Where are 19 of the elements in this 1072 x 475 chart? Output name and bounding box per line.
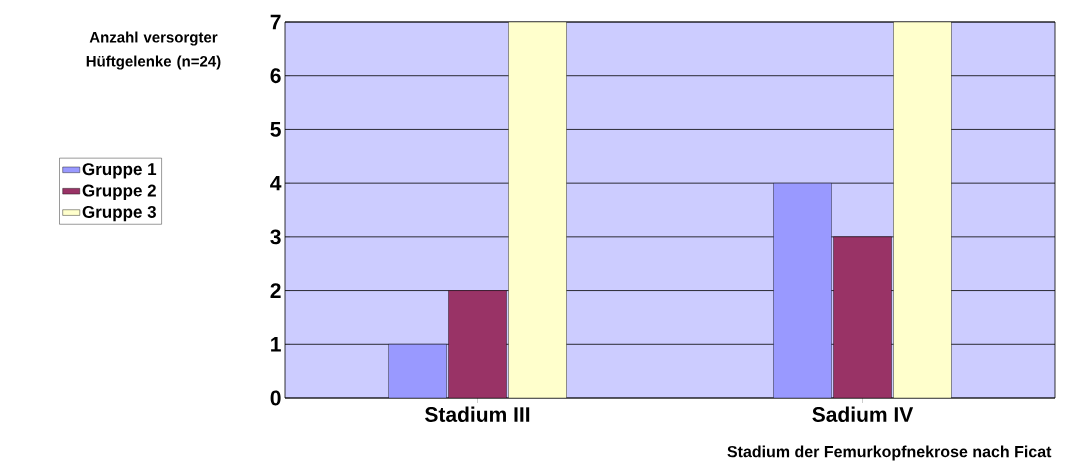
y-tick-label: 7 — [270, 14, 281, 30]
y-tick-label: 4 — [270, 175, 282, 191]
x-tick-label: Stadium III — [425, 406, 530, 422]
legend-label: Gruppe 2 — [82, 184, 156, 200]
legend-label: Gruppe 3 — [82, 205, 156, 222]
y-tick-label: 2 — [270, 283, 281, 298]
bar — [388, 344, 447, 398]
x-tick-label: Sadium IV — [812, 406, 914, 422]
x-axis-title: Stadium der Femurkopfnekrose nach Ficat — [727, 445, 1052, 461]
bar — [508, 22, 567, 398]
y-tick-label: 1 — [271, 337, 281, 352]
y-tick-label: 5 — [270, 122, 281, 137]
bar — [773, 182, 832, 398]
y-tick-label: 3 — [270, 229, 281, 245]
y-tick-label: 6 — [270, 68, 281, 84]
y-tick-label: 0 — [270, 390, 281, 406]
bar — [893, 22, 952, 398]
y-axis-title: Anzahl versorgter Hüftgelenke (n=24) — [86, 31, 221, 70]
legend-label: Gruppe 1 — [82, 163, 157, 179]
